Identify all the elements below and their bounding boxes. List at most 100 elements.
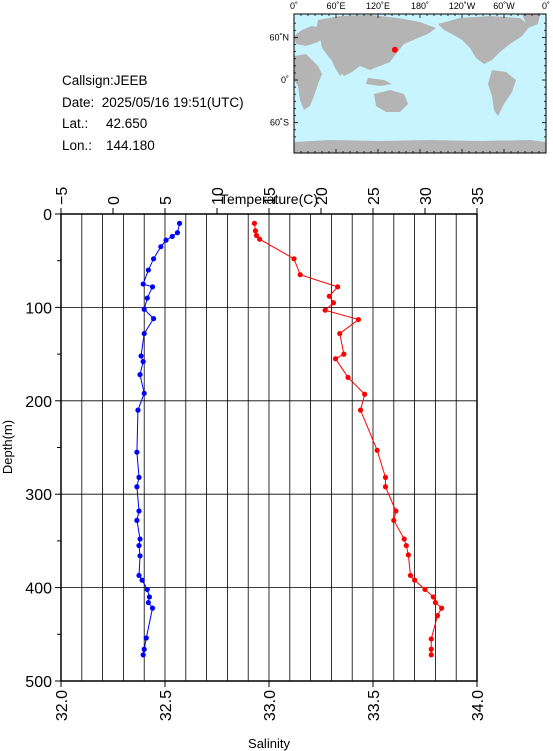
salinity-tick-label: 32.5 [158, 690, 175, 721]
map-lon-tick-label: 60˚E [326, 1, 345, 11]
salinity-data-point [291, 256, 297, 262]
salinity-data-point [257, 236, 263, 242]
salinity-data-point [412, 577, 418, 583]
temperature-data-point [141, 306, 147, 312]
lat-label: Lat.: [62, 116, 89, 131]
salinity-data-point [330, 300, 337, 306]
salinity-data-point [422, 586, 428, 593]
temperature-data-point [140, 281, 146, 287]
temperature-data-point [149, 605, 156, 611]
station-marker-icon [391, 46, 398, 53]
map-ticks [293, 14, 547, 153]
salinity-data-point [432, 599, 438, 606]
temperature-data-point [163, 237, 169, 243]
depth-tick-label: 100 [25, 300, 52, 317]
land-greenland [522, 14, 540, 28]
salinity-data-point [401, 536, 407, 542]
temperature-data-point [141, 390, 147, 396]
temperature-tick-label: 0 [106, 196, 123, 205]
land-north-america [438, 16, 530, 64]
salinity-data-point [391, 517, 397, 523]
salinity-data-point [428, 652, 434, 658]
temperature-tick-label: 15 [262, 187, 279, 205]
temperature-data-point [139, 577, 145, 583]
temperature-data-point [134, 484, 140, 490]
temperature-tick-label: 30 [418, 187, 435, 205]
salinity-data-point [326, 293, 332, 299]
depth-tick-label: 400 [25, 581, 52, 598]
land-antarctica [294, 140, 546, 153]
temperature-profile-line [136, 223, 181, 655]
temperature-data-point [143, 635, 149, 641]
map-lon-tick-label: 120˚E [366, 1, 390, 11]
temperature-data-point [144, 586, 150, 593]
salinity-data-point [341, 351, 347, 357]
lat-row: Lat.: 42.650 [62, 113, 244, 135]
temperature-data-point [150, 316, 157, 322]
temperature-data-point [176, 220, 183, 226]
temperature-data-point [134, 449, 140, 455]
land-australia [374, 90, 408, 112]
land-india [330, 56, 346, 76]
salinity-data-point [362, 391, 368, 397]
date-row: Date: 2025/05/16 19:51(UTC) [62, 92, 244, 114]
salinity-tick-label: 34.0 [470, 690, 487, 721]
salinity-data-point [253, 232, 260, 239]
salinity-data-point [332, 356, 339, 362]
salinity-data-point [434, 613, 441, 619]
salinity-data-point [407, 572, 414, 579]
callsign-row: Callsign:JEEB [62, 70, 244, 92]
map-lon-tick-label: 180˚ [411, 1, 429, 11]
map-labels: 0˚ 60˚E 120˚E 180˚ 120˚W 60˚W 0˚ 60˚N 0˚ 60˚S [269, 1, 550, 128]
temperature-data-point [169, 233, 175, 240]
callsign-label: Callsign: [62, 73, 114, 88]
temperature-data-point [136, 542, 142, 549]
lat-value: 42.650 [106, 116, 148, 131]
temperature-data-point [138, 353, 144, 359]
temperature-data-point [135, 407, 141, 413]
land-south-america [488, 70, 516, 116]
temperature-axis-title: Temperature(C) [220, 191, 318, 207]
temperature-data-point [136, 572, 142, 579]
salinity-axis-title: Salinity [248, 736, 290, 751]
salinity-tick-label: 33.0 [262, 690, 279, 721]
temperature-data-point [174, 230, 181, 236]
temperature-data-point [137, 553, 143, 559]
salinity-data-point [345, 374, 351, 381]
temperature-data-point [137, 536, 143, 542]
land-indonesia [366, 78, 392, 86]
salinity-data-point [403, 542, 409, 549]
temperature-data-point [141, 646, 147, 652]
map-lon-tick-label: 0˚ [542, 1, 550, 11]
temperature-tick-label: 25 [366, 187, 383, 205]
temperature-data-point [134, 517, 140, 523]
temperature-tick-label: 10 [210, 187, 227, 205]
salinity-data-point [335, 284, 341, 290]
salinity-data-point [428, 646, 434, 652]
temperature-data-point [150, 256, 157, 262]
map-land [294, 14, 546, 153]
temperature-data-point [145, 599, 151, 606]
temperature-data-point [140, 358, 146, 365]
depth-tick-label: 500 [25, 674, 52, 691]
lon-row: Lon.: 144.180 [62, 135, 244, 157]
lon-value: 144.180 [106, 137, 155, 153]
depth-tick-label: 0 [43, 207, 52, 224]
depth-axis-title: Depth(m) [0, 420, 15, 474]
salinity-data-point [357, 407, 364, 413]
map-lat-tick-label: 60˚S [270, 118, 289, 128]
land-asia [316, 15, 436, 76]
salinity-tick-label: 33.5 [366, 690, 383, 721]
depth-tick-label: 300 [25, 487, 52, 504]
salinity-data-point [428, 636, 434, 642]
temperature-data-point [146, 594, 152, 600]
salinity-profile-line [253, 223, 443, 655]
salinity-data-point [405, 552, 411, 558]
temperature-data-point [158, 244, 164, 250]
temperature-data-point [136, 474, 142, 480]
lon-label: Lon.: [62, 137, 93, 153]
salinity-data-point [382, 484, 389, 490]
